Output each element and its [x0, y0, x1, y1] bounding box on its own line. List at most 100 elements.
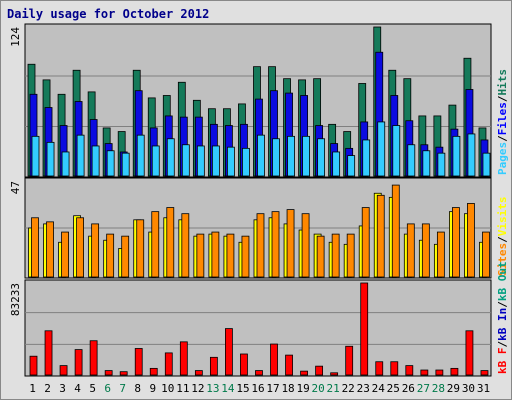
- sites-bar: [391, 184, 400, 278]
- pages-bar: [287, 135, 295, 177]
- kbf-bar: [345, 345, 354, 376]
- kbf-bar: [465, 330, 474, 376]
- pages-bar: [242, 147, 250, 177]
- pages-bar: [181, 144, 190, 177]
- x-tick-label: 16: [251, 382, 264, 395]
- kbf-bar: [390, 361, 399, 376]
- pages-bar: [437, 152, 446, 177]
- pages-bar: [302, 135, 310, 177]
- kbf-bar: [255, 370, 263, 376]
- legend-separator: /: [496, 301, 509, 308]
- pages-bar: [272, 138, 280, 177]
- kbf-bar: [89, 340, 98, 376]
- x-tick-label: 25: [387, 382, 400, 395]
- pages-bar: [332, 151, 341, 177]
- pages-bar: [196, 145, 205, 177]
- kbf-bar: [134, 348, 143, 376]
- sites-bar: [106, 233, 115, 278]
- kbf-bar: [480, 370, 489, 376]
- legend-top: Pages/Files/Hits: [496, 69, 509, 175]
- kbf-bar: [164, 352, 173, 376]
- sites-bar: [76, 217, 84, 278]
- sites-bar: [482, 231, 490, 278]
- kbf-bar: [194, 370, 203, 376]
- chart-title: Daily usage for October 2012: [7, 7, 210, 21]
- pages-bar: [317, 138, 326, 177]
- kbf-bar: [74, 349, 83, 376]
- legend-item: Files: [496, 102, 509, 135]
- panel-bottom: [24, 279, 492, 377]
- kbf-bar: [104, 370, 113, 376]
- pages-bar: [452, 135, 461, 177]
- y-max-label: 124: [9, 27, 22, 47]
- x-tick-label: 12: [191, 382, 204, 395]
- sites-bar: [271, 211, 280, 278]
- pages-bar: [61, 151, 70, 177]
- x-tick-label: 21: [327, 382, 340, 395]
- x-tick-label: 27: [417, 382, 430, 395]
- x-tick-label: 19: [296, 382, 309, 395]
- sites-bar: [241, 235, 250, 278]
- pages-bar: [377, 121, 386, 177]
- kbf-bar: [405, 365, 414, 376]
- sites-bar: [151, 211, 160, 278]
- x-tick-label: 18: [281, 382, 294, 395]
- kbf-bar: [375, 361, 384, 376]
- y-max-label: 83233: [9, 283, 22, 316]
- legend-item: kB Out: [496, 261, 509, 301]
- kbf-bar: [149, 367, 158, 376]
- kbf-bar: [209, 356, 218, 376]
- legend-middle: Sites/Visits: [496, 197, 509, 277]
- x-tick-label: 22: [342, 382, 355, 395]
- kbf-bar: [44, 330, 53, 376]
- legend-item: Hits: [496, 69, 509, 96]
- pages-bar: [467, 133, 476, 177]
- pages-bar: [166, 138, 175, 177]
- pages-bar: [482, 152, 491, 177]
- kbf-bar: [330, 372, 339, 376]
- legend-separator: /: [496, 135, 509, 142]
- legend-separator: /: [496, 95, 509, 102]
- pages-bar: [422, 150, 431, 177]
- kbf-bar: [179, 341, 188, 376]
- x-tick-label: 28: [432, 382, 445, 395]
- pages-bar: [46, 141, 55, 177]
- x-tick-label: 13: [206, 382, 219, 395]
- kbf-bar: [119, 371, 128, 376]
- sites-bar: [136, 219, 145, 278]
- x-tick-label: 10: [161, 382, 174, 395]
- x-tick-label: 30: [462, 382, 475, 395]
- x-tick-label: 9: [149, 382, 156, 395]
- kbf-bar: [29, 355, 38, 376]
- sites-bar: [406, 223, 415, 278]
- sites-bar: [91, 223, 100, 278]
- sites-bar: [166, 207, 175, 278]
- sites-bar: [301, 213, 310, 278]
- sites-bar: [331, 233, 340, 278]
- x-tick-label: 4: [74, 382, 81, 395]
- pages-bar: [91, 145, 100, 177]
- legend-item: kB In: [496, 308, 509, 341]
- sites-bar: [196, 233, 205, 278]
- legend-item: kB F: [496, 348, 509, 375]
- kbf-bar: [420, 369, 429, 376]
- x-tick-label: 7: [119, 382, 126, 395]
- x-tick-label: 1: [29, 382, 36, 395]
- pages-bar: [257, 134, 265, 177]
- pages-bar: [362, 139, 371, 177]
- sites-bar: [61, 231, 69, 278]
- sites-bar: [467, 203, 475, 278]
- sites-bar: [436, 231, 445, 278]
- sites-bar: [46, 221, 54, 278]
- pages-bar: [211, 145, 220, 177]
- pages-bar: [227, 146, 235, 177]
- sites-bar: [421, 223, 430, 278]
- legend-item: Visits: [496, 197, 509, 237]
- kbf-bar: [450, 367, 459, 376]
- sites-bar: [346, 233, 355, 278]
- y-max-label: 47: [9, 181, 22, 194]
- x-tick-label: 23: [357, 382, 370, 395]
- x-tick-label: 24: [372, 382, 386, 395]
- x-tick-label: 20: [312, 382, 325, 395]
